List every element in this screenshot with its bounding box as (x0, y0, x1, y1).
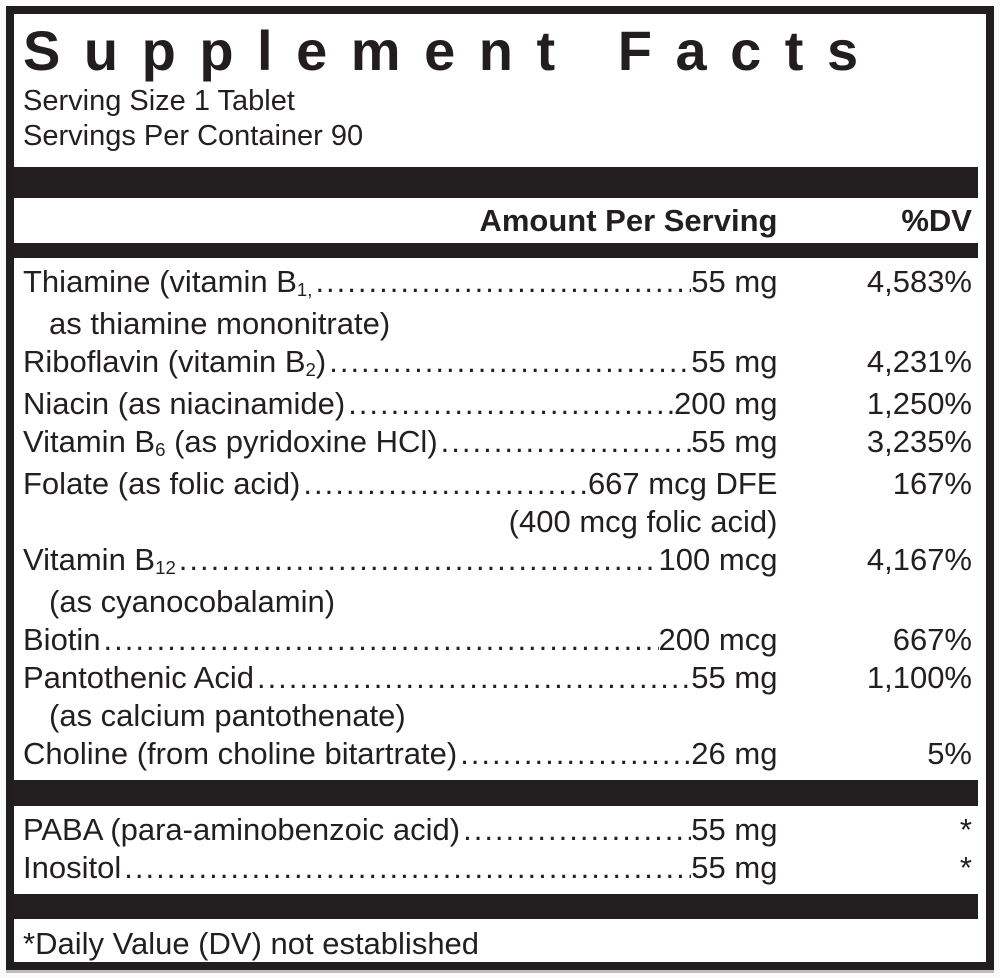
dot-leader (176, 541, 659, 583)
section-divider-bar (14, 894, 978, 919)
ingredient-list: Thiamine (vitamin B1, 55 mg 4,583% as th… (14, 258, 978, 887)
ingredient-row-vitamin-b6: Vitamin B6 (as pyridoxine HCl) 55 mg 3,2… (23, 423, 972, 465)
ingredient-amount: 200 mcg (658, 622, 778, 657)
ingredient-dv: 5% (927, 736, 972, 771)
ingredient-name: Pantothenic Acid (23, 660, 254, 695)
ingredient-amount: 55 mg (691, 264, 778, 299)
ingredient-dv: 3,235% (866, 424, 972, 459)
column-header-dv: %DV (901, 202, 972, 238)
ingredient-name: PABA (para-aminobenzoic acid) (23, 812, 461, 847)
ingredient-name-suffix: (as pyridoxine HCl) (165, 424, 438, 459)
ingredient-name: Vitamin B (23, 542, 156, 577)
ingredient-note: as thiamine mononitrate) (49, 306, 391, 341)
ingredient-amount: 667 mcg DFE (587, 466, 778, 501)
ingredient-row-folate: Folate (as folic acid) 667 mcg DFE 167% (23, 465, 972, 503)
ingredient-row-pantothenic-acid: Pantothenic Acid 55 mg 1,100% (23, 659, 972, 697)
ingredient-note: (400 mcg folic acid) (508, 504, 778, 539)
ingredient-name: Choline (from choline bitartrate) (23, 736, 458, 771)
ingredient-amount: 55 mg (691, 660, 778, 695)
ingredient-row-choline: Choline (from choline bitartrate) 26 mg … (23, 735, 972, 773)
ingredient-dv: 4,167% (866, 542, 972, 577)
dot-leader (254, 659, 691, 697)
ingredient-amount: 55 mg (691, 812, 778, 847)
ingredient-note: (as calcium pantothenate) (49, 698, 406, 733)
dot-leader (300, 465, 588, 503)
section-divider-bar (14, 243, 978, 258)
ingredient-dv: 4,583% (866, 264, 972, 299)
ingredient-amount: 100 mcg (658, 542, 778, 577)
ingredient-dv: 1,250% (866, 386, 972, 421)
ingredient-row-thiamine: Thiamine (vitamin B1, 55 mg 4,583% (23, 263, 972, 305)
ingredient-amount: 55 mg (691, 850, 778, 885)
dot-leader (345, 385, 674, 423)
ingredient-name-suffix: ) (315, 344, 327, 379)
ingredient-dv: * (959, 850, 972, 885)
ingredient-name: Niacin (as niacinamide) (23, 386, 346, 421)
dot-leader (438, 423, 692, 465)
servings-per-container-text: Servings Per Container 90 (23, 120, 364, 152)
ingredient-row-vitamin-b12: Vitamin B12 100 mcg 4,167% (23, 541, 972, 583)
ingredient-name: Biotin (23, 622, 101, 657)
ingredient-dv: * (959, 812, 972, 847)
ingredient-name: Thiamine (vitamin B (23, 264, 297, 299)
ingredient-dv: 4,231% (866, 344, 972, 379)
ingredient-row-riboflavin: Riboflavin (vitamin B2) 55 mg 4,231% (23, 343, 972, 385)
dot-leader (460, 811, 691, 849)
dot-leader (326, 343, 691, 385)
ingredient-name: Inositol (23, 850, 122, 885)
ingredient-dv: 667% (892, 622, 972, 657)
ingredient-dv: 167% (892, 466, 972, 501)
ingredient-row-biotin: Biotin 200 mcg 667% (23, 621, 972, 659)
dot-leader (457, 735, 691, 773)
section-divider-bar (14, 167, 978, 198)
column-header-row: Amount Per Serving %DV (23, 198, 972, 243)
ingredient-row-paba: PABA (para-aminobenzoic acid) 55 mg * (23, 811, 972, 849)
column-header-amount: Amount Per Serving (479, 202, 778, 238)
ingredient-name-subscript: 2 (305, 359, 316, 381)
ingredient-row-inositol: Inositol 55 mg * (23, 849, 972, 887)
ingredient-amount: 55 mg (691, 344, 778, 379)
ingredient-row-niacin: Niacin (as niacinamide) 200 mg 1,250% (23, 385, 972, 423)
ingredient-name: Vitamin B (23, 424, 156, 459)
section-divider-bar (14, 780, 978, 806)
ingredient-name-subscript: 12 (155, 557, 176, 579)
dot-leader (101, 621, 659, 659)
ingredient-name: Riboflavin (vitamin B (23, 344, 306, 379)
dot-leader (312, 263, 691, 305)
ingredient-amount: 26 mg (691, 736, 778, 771)
supplement-facts-panel: Supplement Facts Serving Size 1 Tablet S… (6, 6, 994, 970)
panel-title: Supplement Facts (23, 19, 882, 82)
ingredient-name: Folate (as folic acid) (23, 466, 301, 501)
ingredient-note: (as cyanocobalamin) (49, 584, 336, 619)
daily-value-footnote: *Daily Value (DV) not established (23, 926, 480, 961)
ingredient-amount: 200 mg (674, 386, 778, 421)
ingredient-name-subscript: 6 (155, 439, 166, 461)
ingredient-amount: 55 mg (691, 424, 778, 459)
serving-size-text: Serving Size 1 Tablet (23, 85, 295, 117)
ingredient-dv: 1,100% (866, 660, 972, 695)
ingredient-name-subscript: 1, (296, 279, 313, 301)
dot-leader (121, 849, 691, 887)
